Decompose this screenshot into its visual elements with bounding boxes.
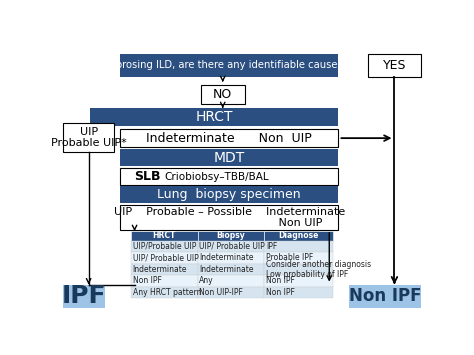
- FancyBboxPatch shape: [120, 168, 338, 185]
- Text: Indeterminate: Indeterminate: [200, 265, 254, 274]
- Text: Probable IPF: Probable IPF: [266, 253, 313, 262]
- Text: Biopsy: Biopsy: [217, 231, 245, 240]
- FancyBboxPatch shape: [264, 287, 333, 298]
- FancyBboxPatch shape: [198, 275, 264, 287]
- Text: UIP    Probable – Possible    Indeterminate
                                    : UIP Probable – Possible Indeterminate: [114, 207, 345, 228]
- Text: Any HRCT pattern: Any HRCT pattern: [133, 288, 201, 297]
- FancyBboxPatch shape: [131, 241, 198, 252]
- FancyBboxPatch shape: [63, 284, 105, 308]
- FancyBboxPatch shape: [264, 252, 333, 264]
- FancyBboxPatch shape: [368, 54, 421, 77]
- Text: YES: YES: [383, 59, 406, 72]
- FancyBboxPatch shape: [120, 205, 338, 230]
- Text: Indeterminate      Non  UIP: Indeterminate Non UIP: [146, 132, 312, 144]
- Text: Non IPF: Non IPF: [266, 288, 295, 297]
- FancyBboxPatch shape: [349, 284, 421, 308]
- Text: UIP/Probable UIP: UIP/Probable UIP: [133, 242, 196, 251]
- FancyBboxPatch shape: [264, 241, 333, 252]
- Text: Indeterminate: Indeterminate: [200, 253, 254, 262]
- Text: Non IPF: Non IPF: [266, 277, 295, 285]
- Text: UIP/ Probable UIP: UIP/ Probable UIP: [133, 253, 199, 262]
- Text: Consider another diagnosis
Low probability of IPF: Consider another diagnosis Low probabili…: [266, 260, 371, 279]
- Text: Fibrosing ILD, are there any identifiable causes ?: Fibrosing ILD, are there any identifiabl…: [108, 60, 351, 70]
- FancyBboxPatch shape: [63, 123, 114, 152]
- FancyBboxPatch shape: [198, 241, 264, 252]
- FancyBboxPatch shape: [198, 264, 264, 275]
- Text: Non IPF: Non IPF: [349, 287, 421, 305]
- FancyBboxPatch shape: [264, 275, 333, 287]
- Text: Indeterminate: Indeterminate: [133, 265, 187, 274]
- FancyBboxPatch shape: [264, 231, 333, 241]
- Text: Any: Any: [200, 277, 214, 285]
- FancyBboxPatch shape: [198, 287, 264, 298]
- FancyBboxPatch shape: [91, 108, 338, 126]
- Text: HRCT: HRCT: [196, 110, 233, 124]
- Text: Non IPF: Non IPF: [133, 277, 162, 285]
- FancyBboxPatch shape: [120, 186, 338, 203]
- FancyBboxPatch shape: [120, 54, 338, 77]
- Text: NO: NO: [213, 88, 232, 101]
- FancyBboxPatch shape: [198, 231, 264, 241]
- FancyBboxPatch shape: [198, 252, 264, 264]
- Text: UIP/ Probable UIP: UIP/ Probable UIP: [200, 242, 265, 251]
- FancyBboxPatch shape: [131, 231, 198, 241]
- Text: Diagnose: Diagnose: [278, 231, 319, 240]
- FancyBboxPatch shape: [131, 264, 198, 275]
- FancyBboxPatch shape: [264, 264, 333, 275]
- FancyBboxPatch shape: [131, 287, 198, 298]
- Text: IPF: IPF: [266, 242, 277, 251]
- Text: Non UIP-IPF: Non UIP-IPF: [200, 288, 243, 297]
- Text: MDT: MDT: [213, 151, 245, 165]
- Text: IPF: IPF: [62, 284, 106, 308]
- FancyBboxPatch shape: [120, 129, 338, 147]
- FancyBboxPatch shape: [131, 252, 198, 264]
- Text: SLB: SLB: [135, 170, 161, 183]
- Text: UIP
Probable UIP*: UIP Probable UIP*: [51, 127, 127, 148]
- Text: HRCT: HRCT: [153, 231, 176, 240]
- FancyBboxPatch shape: [201, 85, 245, 104]
- FancyBboxPatch shape: [131, 275, 198, 287]
- Text: Criobiobsy–TBB/BAL: Criobiobsy–TBB/BAL: [164, 171, 269, 181]
- FancyBboxPatch shape: [120, 149, 338, 166]
- Text: Lung  biopsy specimen: Lung biopsy specimen: [157, 189, 301, 201]
